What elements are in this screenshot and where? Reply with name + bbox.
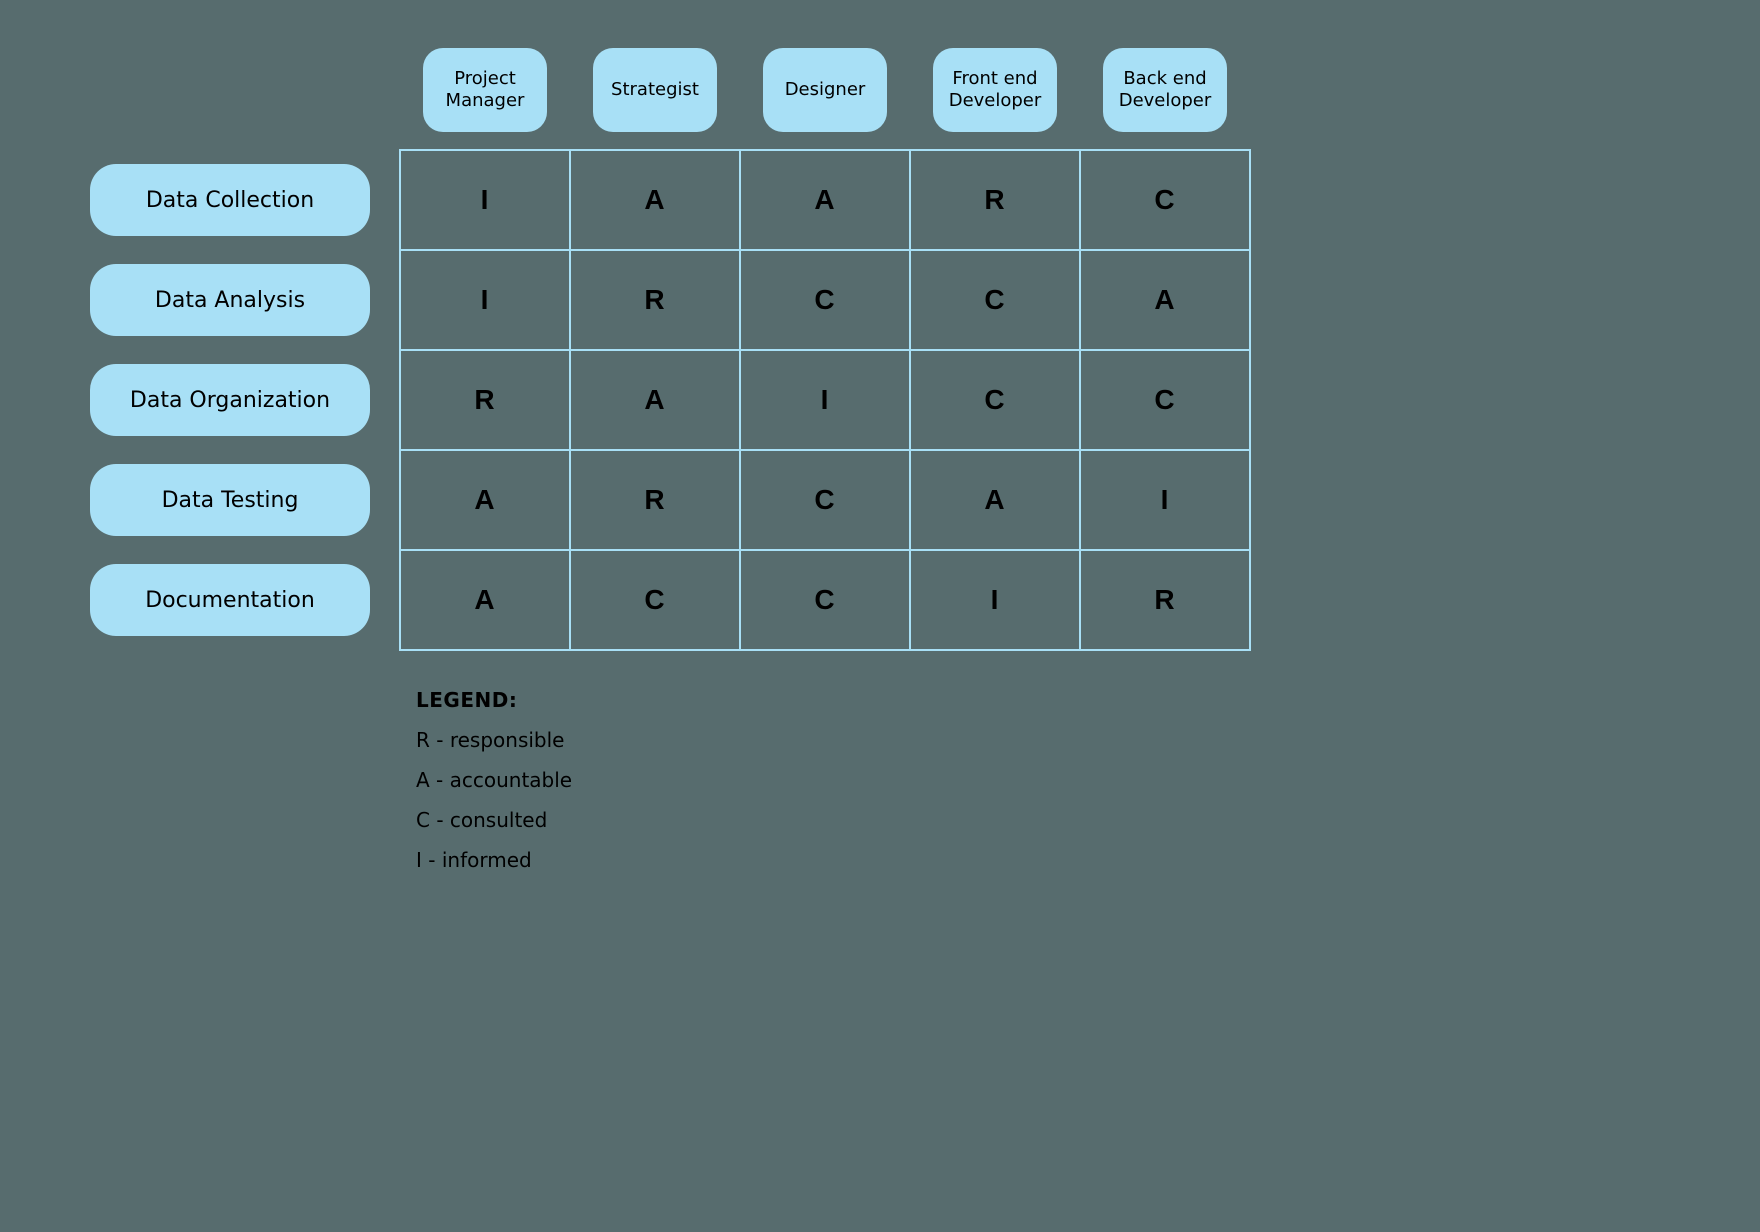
- legend-item: C - consulted: [416, 800, 1680, 840]
- grid-corner: [90, 40, 400, 150]
- role-pill: Strategist: [593, 48, 717, 132]
- matrix-cell: C: [569, 549, 741, 651]
- matrix-cell: R: [569, 249, 741, 351]
- task-pill: Data Testing: [90, 464, 370, 536]
- matrix-cell: A: [569, 149, 741, 251]
- task-pill: Data Analysis: [90, 264, 370, 336]
- matrix-cell: R: [1079, 549, 1251, 651]
- matrix-cell: C: [909, 349, 1081, 451]
- matrix-cell: A: [569, 349, 741, 451]
- role-header: Back end Developer: [1080, 40, 1250, 150]
- matrix-cell: C: [1079, 349, 1251, 451]
- matrix-cell: A: [1079, 249, 1251, 351]
- role-pill: Back end Developer: [1103, 48, 1227, 132]
- matrix-cell: R: [569, 449, 741, 551]
- matrix-cell: I: [1079, 449, 1251, 551]
- task-label-cell: Documentation: [90, 550, 400, 650]
- matrix-cell: A: [399, 549, 571, 651]
- matrix-cell: A: [739, 149, 911, 251]
- task-pill: Data Collection: [90, 164, 370, 236]
- role-header: Strategist: [570, 40, 740, 150]
- task-pill: Documentation: [90, 564, 370, 636]
- matrix-cell: C: [739, 249, 911, 351]
- matrix-cell: I: [739, 349, 911, 451]
- matrix-cell: C: [1079, 149, 1251, 251]
- legend-item: A - accountable: [416, 760, 1680, 800]
- raci-chart: Project Manager Strategist Designer Fron…: [0, 0, 1760, 1232]
- task-label-cell: Data Testing: [90, 450, 400, 550]
- role-pill: Project Manager: [423, 48, 547, 132]
- task-pill: Data Organization: [90, 364, 370, 436]
- matrix-cell: C: [739, 449, 911, 551]
- legend-title: LEGEND:: [416, 680, 1680, 720]
- matrix-cell: I: [399, 249, 571, 351]
- legend-item: I - informed: [416, 840, 1680, 880]
- matrix-cell: I: [399, 149, 571, 251]
- matrix-cell: I: [909, 549, 1081, 651]
- matrix-cell: A: [909, 449, 1081, 551]
- role-header: Designer: [740, 40, 910, 150]
- matrix-cell: A: [399, 449, 571, 551]
- task-label-cell: Data Collection: [90, 150, 400, 250]
- role-header: Project Manager: [400, 40, 570, 150]
- role-pill: Designer: [763, 48, 887, 132]
- legend-item: R - responsible: [416, 720, 1680, 760]
- task-label-cell: Data Analysis: [90, 250, 400, 350]
- legend: LEGEND: R - responsible A - accountable …: [416, 680, 1680, 880]
- raci-grid: Project Manager Strategist Designer Fron…: [90, 40, 1680, 650]
- matrix-cell: R: [909, 149, 1081, 251]
- task-label-cell: Data Organization: [90, 350, 400, 450]
- role-header: Front end Developer: [910, 40, 1080, 150]
- matrix-cell: C: [739, 549, 911, 651]
- matrix-cell: C: [909, 249, 1081, 351]
- role-pill: Front end Developer: [933, 48, 1057, 132]
- matrix-cell: R: [399, 349, 571, 451]
